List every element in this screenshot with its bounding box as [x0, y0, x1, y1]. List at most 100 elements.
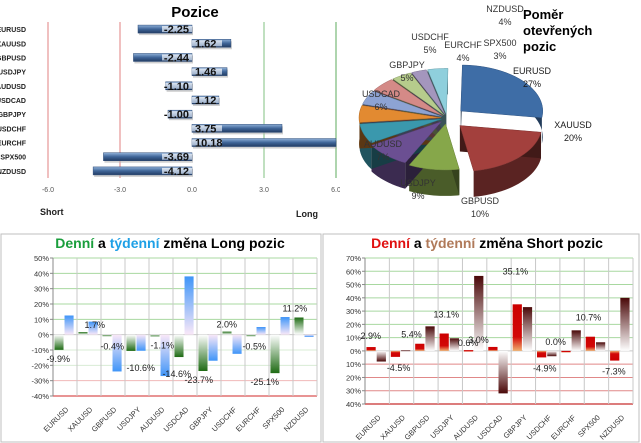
y-tick-label: 50% — [34, 254, 49, 263]
y-tick-label: 10% — [34, 315, 49, 324]
x-tick-label: -6.0 — [42, 187, 54, 194]
pie-title-line-2: otevřených — [523, 23, 592, 38]
bar-týdenní — [595, 342, 606, 351]
y-tick-label: 40% — [34, 269, 49, 278]
x-tick-label: 0.0 — [187, 187, 197, 194]
y-tick-label: 30% — [346, 387, 361, 396]
y-tick-label: -20% — [31, 361, 49, 370]
y-tick-label: 30% — [34, 285, 49, 294]
bar-týdenní — [571, 330, 581, 351]
pie-slice — [459, 125, 542, 172]
category-label: USDJPY — [0, 70, 26, 77]
category-label: AUDUSD — [451, 413, 480, 442]
bar-týdenní — [232, 334, 242, 354]
bar-highlight — [162, 54, 192, 61]
pie-percent-label: 6% — [374, 102, 387, 112]
pie-slice-side — [473, 132, 542, 197]
bar-denní — [126, 334, 136, 351]
bar-denní — [537, 350, 547, 358]
pie-label: USDCAD — [362, 89, 401, 99]
pie-label: AUDUSD — [364, 139, 403, 149]
data-label: 0.0% — [545, 337, 566, 347]
pie-label: USDJPY — [400, 178, 436, 188]
data-label: 0.6% — [458, 338, 479, 348]
bar-value-label: 1.46 — [195, 67, 216, 79]
pie-percent-label: 9% — [411, 191, 424, 201]
pie-slice — [392, 72, 445, 116]
y-tick-label: -40% — [31, 392, 49, 401]
pie-percent-label: 27% — [523, 79, 541, 89]
bar-highlight — [192, 139, 222, 146]
category-label: GBPUSD — [403, 413, 432, 442]
data-label: 35.1% — [503, 266, 529, 276]
data-label: -10.6% — [126, 363, 155, 373]
data-label: -1.1% — [150, 340, 174, 350]
data-label: -0.4% — [100, 341, 124, 351]
panel-border — [322, 233, 640, 443]
bar-denní — [585, 336, 595, 351]
bar-týdenní — [184, 276, 194, 335]
category-label: NZDUSD — [282, 405, 311, 434]
y-tick-label: 60% — [346, 267, 361, 276]
data-label: 2.0% — [216, 320, 237, 330]
y-tick-label: 20% — [34, 300, 49, 309]
category-label: USDCAD — [0, 98, 26, 105]
data-label: -0.5% — [242, 341, 266, 351]
positions-title: Pozice — [171, 4, 219, 21]
bar-denní — [561, 350, 571, 353]
category-label: EURCHF — [549, 413, 578, 442]
long-title-part-and: a — [94, 235, 110, 251]
bar-value-label: -1.10 — [164, 81, 189, 93]
category-label: EURUSD — [354, 413, 383, 442]
bar-týdenní — [401, 350, 411, 352]
bar-týdenní — [256, 327, 266, 335]
category-label: AUDUSD — [0, 84, 26, 91]
short-title-part-weekly: týdenní — [426, 235, 477, 251]
pie-label: XAUUSD — [554, 120, 592, 130]
bar-value-label: -2.44 — [164, 52, 190, 64]
pie-slice — [359, 118, 442, 144]
bar-týdenní — [547, 350, 557, 357]
short-title-part-daily: Denní — [371, 235, 411, 251]
bar-denní — [512, 304, 522, 351]
category-label: USDCHF — [0, 126, 27, 133]
pie-label: GBPJPY — [389, 60, 425, 70]
pie-percent-label: 4% — [498, 17, 511, 27]
bar-denní — [174, 334, 184, 358]
data-label: -4.5% — [387, 363, 411, 373]
y-tick-label: -10% — [31, 346, 49, 355]
category-label: USDCHF — [525, 413, 554, 442]
long-label: Long — [296, 209, 318, 219]
y-tick-label: 40% — [346, 400, 361, 409]
bar-denní — [198, 334, 208, 372]
x-tick-label: -3.0 — [114, 187, 126, 194]
pie-label: SPX500 — [483, 38, 516, 48]
category-label: USDCHF — [210, 405, 239, 434]
category-label: EURUSD — [42, 405, 71, 434]
pie-label: NZDUSD — [486, 4, 524, 14]
bar-týdenní — [425, 326, 435, 351]
pie-slice — [408, 123, 460, 171]
x-tick-label: 3.0 — [259, 187, 269, 194]
bar-týdenní — [522, 307, 533, 351]
open-ratio-pie-chart: Poměr otevřených pozic EURUSD 27% XAUUSD 20… — [358, 4, 592, 219]
positions-chart: Pozice -2.25 1.62 -2.44 1.46 -1.10 1.12 -1.00 3… — [0, 4, 340, 219]
y-tick-label: -30% — [31, 377, 49, 386]
bar-denní — [610, 350, 620, 361]
y-tick-label: 40% — [346, 294, 361, 303]
bar-denní — [246, 334, 256, 337]
y-tick-label: 20% — [346, 373, 361, 382]
bar-týdenní — [160, 334, 170, 377]
short-title-part-rest: změna Short pozic — [475, 235, 603, 251]
short-title-part-and: a — [410, 235, 426, 251]
y-tick-label: 70% — [346, 254, 361, 263]
pie-percent-label: 4% — [456, 53, 469, 63]
data-label: -4.9% — [533, 363, 557, 373]
bar-value-label: -1.00 — [164, 109, 189, 121]
long-title-part-weekly: týdenní — [110, 235, 161, 251]
short-chart-title: Denní a týdenní změna Short pozic — [371, 235, 603, 251]
bar-highlight — [192, 125, 222, 132]
pie-slice — [362, 90, 442, 117]
bar-týdenní — [64, 315, 74, 335]
bar-denní — [366, 347, 376, 351]
